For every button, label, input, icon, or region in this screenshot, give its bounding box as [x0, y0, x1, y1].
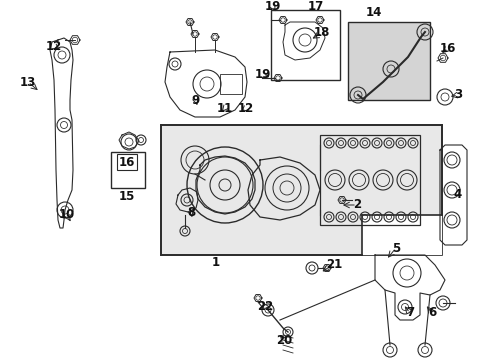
- Text: 16: 16: [119, 156, 135, 168]
- Text: 19: 19: [254, 68, 271, 81]
- Bar: [161, 125, 441, 255]
- Text: 7: 7: [405, 306, 413, 320]
- Text: 4: 4: [453, 189, 461, 202]
- Text: 13: 13: [20, 76, 36, 89]
- Text: 8: 8: [186, 207, 195, 220]
- Text: 3: 3: [453, 89, 461, 102]
- Text: 14: 14: [365, 6, 382, 19]
- Text: 1: 1: [211, 256, 220, 270]
- Text: 12: 12: [237, 102, 254, 114]
- Bar: [347, 22, 429, 100]
- Text: 21: 21: [325, 257, 342, 270]
- Text: 20: 20: [275, 333, 291, 346]
- Text: 9: 9: [191, 94, 200, 108]
- Text: 18: 18: [313, 27, 329, 40]
- Text: 19: 19: [264, 0, 281, 13]
- Bar: [319, 135, 419, 225]
- Text: 10: 10: [59, 208, 75, 221]
- Bar: [111, 152, 145, 188]
- Text: 11: 11: [217, 102, 233, 114]
- Text: 16: 16: [439, 41, 455, 54]
- Text: 5: 5: [391, 242, 399, 255]
- Bar: [220, 74, 242, 94]
- Text: 15: 15: [119, 189, 135, 202]
- Text: 6: 6: [427, 306, 435, 320]
- Bar: [361, 215, 441, 255]
- Text: 22: 22: [256, 300, 273, 312]
- Text: 2: 2: [352, 198, 360, 211]
- Bar: [270, 10, 339, 80]
- Text: 12: 12: [46, 40, 62, 53]
- Text: 17: 17: [307, 0, 324, 13]
